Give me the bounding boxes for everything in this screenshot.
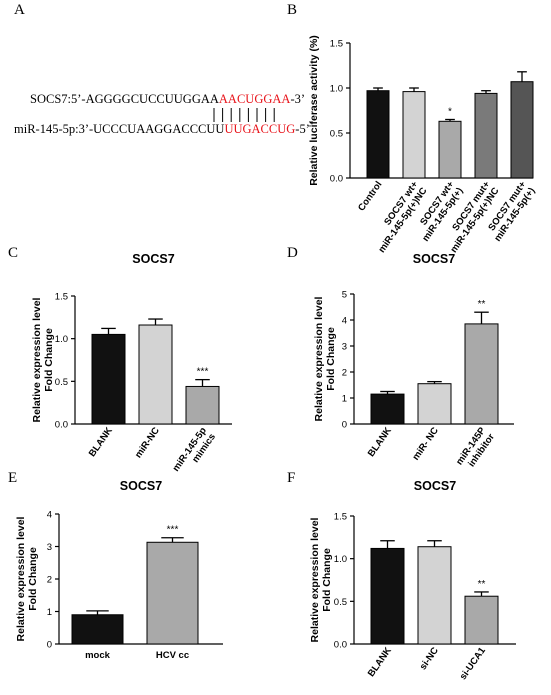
y-axis-label-line: Fold Change [27,547,39,611]
y-tick-label: 0.0 [330,174,343,185]
panel-label-d: D [287,245,298,261]
y-tick-label: 3 [342,342,347,353]
bar [370,393,405,425]
significance-marker: * [448,107,452,118]
panel-label-c: C [8,245,19,261]
y-axis-label-line: Relative luciferase activity (%) [308,35,320,186]
y-tick-label: 1 [47,607,52,618]
y-tick-label: 0 [47,640,52,651]
y-tick-label: 1.5 [330,39,343,50]
panel-label-b: B [287,2,298,18]
chart-title: SOCS7 [414,479,456,493]
chart-title: SOCS7 [120,479,162,493]
panel-label-e: E [8,470,18,486]
panel-label-a: A [14,2,25,18]
bar [438,120,462,179]
y-tick-label: 0.0 [334,640,347,651]
socs7-sequence: SOCS7:5’-AGGGGCUCCUUGGAAAACUGGAA-3’ [30,92,305,106]
x-tick-label: miR-NC [133,425,162,460]
bar [417,383,452,425]
y-axis-label-line: Fold Change [43,328,55,392]
x-tick-label-line: BLANK [366,425,394,459]
chart-e-socs7-hcv: SOCS7 0 1 2 3 4 Relative expression levelFold … [15,479,223,661]
y-tick-label: 2 [47,575,52,586]
y-axis-label: Relative expression levelFold Change [15,516,39,641]
y-axis-label-line: Relative expression level [313,296,325,421]
significance-marker: ** [478,299,486,310]
x-tick-label: HCV cc [156,650,189,661]
x-tick-label-line: Control [356,179,384,213]
bar [402,91,426,179]
bar [510,81,534,179]
y-tick-label: 0 [342,420,347,431]
panel-label-f: F [287,470,296,486]
y-tick-label: 4 [47,510,52,521]
bar [417,546,452,645]
bar [464,595,499,645]
y-tick-label: 4 [342,316,347,327]
y-tick-label: 1.5 [55,292,68,303]
y-axis-label-line: Fold Change [321,548,333,612]
x-tick-label: mock [85,650,111,661]
bar [366,90,390,179]
y-axis-label-line: Fold Change [325,327,337,391]
y-tick-label: 1.0 [55,334,68,345]
y-axis-label: Relative expression levelFold Change [313,296,337,421]
y-axis-label: Relative expression levelFold Change [309,517,333,642]
significance-marker: *** [197,367,209,378]
x-tick-label-line: BLANK [366,645,394,679]
bar [138,324,173,425]
y-tick-label: 0.5 [330,129,343,140]
bar [71,614,124,645]
x-tick-label: Control [356,179,384,213]
bar [464,323,499,425]
chart-title: SOCS7 [132,252,174,266]
x-tick-label-line: si-UCA1 [458,645,489,682]
x-tick-label: si-UCA1 [458,645,489,682]
y-tick-label: 0.5 [334,597,347,608]
sequence-alignment: SOCS7:5’-AGGGGCUCCUUGGAAAACUGGAA-3’ miR-… [14,92,310,136]
y-axis-label-line: Relative expression level [31,297,43,422]
chart-title: SOCS7 [413,252,455,266]
x-tick-label: miR-145Pinhibitor [454,425,497,474]
bar [91,333,126,425]
x-tick-label: miR- NC [410,425,441,462]
base-pair-lines [213,108,275,122]
bar [185,385,220,425]
chart-b-luciferase: 0.0 0.5 1.0 1.5 Relative luciferase activity… [308,35,537,255]
bar [474,92,498,179]
y-axis-label-line: Relative expression level [15,516,27,641]
y-tick-label: 0.5 [55,377,68,388]
y-axis-label: Relative luciferase activity (%) [308,35,320,186]
x-tick-label: BLANK [366,645,394,679]
chart-d-socs7-inhibitor: SOCS7 0 1 2 3 4 5 Relative expression levelFold… [313,252,514,474]
x-tick-label: BLANK [366,425,394,459]
y-tick-label: 1.0 [330,84,343,95]
y-tick-label: 3 [47,542,52,553]
bar [370,547,405,645]
x-tick-label-line: miR- NC [410,425,441,462]
y-axis-label-line: Relative expression level [309,517,321,642]
mir145-sequence: miR-145-5p:3’-UCCCUAAGGACCCUUUUGACCUG-5’ [14,122,310,136]
x-tick-label: BLANK [87,425,115,459]
y-tick-label: 1.0 [334,554,347,565]
x-tick-label-line: si-NC [418,645,441,672]
y-tick-label: 0.0 [55,420,68,431]
significance-marker: ** [478,579,486,590]
y-tick-label: 1 [342,394,347,405]
bar [146,541,199,645]
significance-marker: *** [167,525,179,536]
x-tick-label: miR-145-5pmimics [171,425,219,480]
y-tick-label: 2 [342,368,347,379]
x-tick-label-line: miR-NC [133,425,162,460]
y-tick-label: 1.5 [334,512,347,523]
x-tick-label-line: BLANK [87,425,115,459]
y-axis-label: Relative expression levelFold Change [31,297,55,422]
x-tick-label: si-NC [418,645,441,672]
y-tick-label: 5 [342,290,347,301]
